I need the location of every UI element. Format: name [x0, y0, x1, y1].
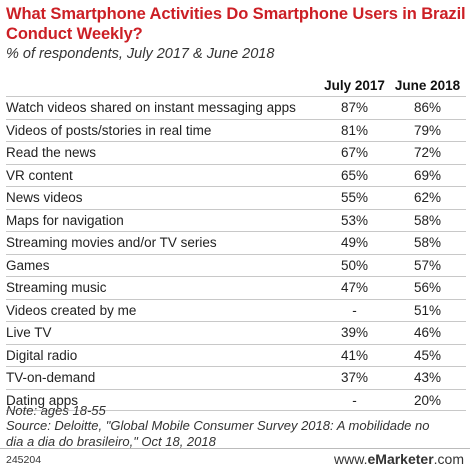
row-label: Streaming music [6, 280, 107, 295]
table-row: TV-on-demand 37% 43% [6, 366, 466, 389]
source-text: Source: Deloitte, "Global Mobile Consume… [6, 418, 430, 449]
table-row: Videos of posts/stories in real time 81% 7… [6, 118, 466, 142]
table-row: Digital radio 41% 45% [6, 343, 466, 367]
note-text: Note: ages 18-55 [6, 403, 106, 418]
table-row: Dating apps - 20% [6, 388, 466, 411]
row-label: Live TV [6, 325, 52, 340]
table-row: Streaming movies and/or TV series 49% 58% [6, 231, 466, 254]
table-row: Read the news 67% 72% [6, 141, 466, 164]
value-june-2018: 62% [413, 190, 442, 205]
footer-divider [0, 448, 470, 449]
value-june-2018: 58% [413, 235, 442, 250]
column-header-july-2017: July 2017 [324, 78, 385, 93]
value-july-2017: 55% [340, 190, 369, 205]
chart-subtitle: % of respondents, July 2017 & June 2018 [6, 46, 275, 62]
row-label: Maps for navigation [6, 212, 124, 228]
value-june-2018: 79% [413, 122, 442, 138]
row-label: Read the news [6, 145, 97, 160]
row-label: Games [6, 257, 50, 273]
value-june-2018: 86% [413, 100, 442, 115]
value-june-2018: 57% [413, 257, 442, 273]
row-label: VR content [6, 167, 73, 183]
value-june-2018: 45% [413, 347, 442, 363]
row-label: Streaming movies and/or TV series [6, 235, 217, 250]
table-row: Watch videos shared on instant messaging… [6, 96, 466, 119]
row-label: Digital radio [6, 347, 78, 363]
value-july-2017: - [352, 302, 357, 318]
row-label: Videos of posts/stories in real time [6, 122, 212, 138]
value-june-2018: 69% [413, 167, 442, 183]
value-july-2017: 65% [340, 167, 369, 183]
column-header-june-2018: June 2018 [394, 78, 461, 93]
table-row: Videos created by me - 51% [6, 298, 466, 322]
row-label: News videos [6, 190, 83, 205]
value-june-2018: 43% [413, 370, 442, 385]
value-july-2017: 37% [340, 370, 369, 385]
value-july-2017: - [352, 392, 357, 408]
table-row: VR content 65% 69% [6, 163, 466, 187]
table-row: Live TV 39% 46% [6, 321, 466, 344]
value-june-2018: 46% [413, 325, 442, 340]
value-july-2017: 67% [340, 145, 369, 160]
value-july-2017: 39% [340, 325, 369, 340]
row-label: TV-on-demand [6, 370, 96, 385]
value-july-2017: 81% [340, 122, 369, 138]
chart-title: What Smartphone Activities Do Smartphone… [6, 5, 466, 43]
chart-id: 245204 [6, 454, 42, 466]
row-label: Dating apps [6, 392, 79, 408]
data-table: Watch videos shared on instant messaging… [6, 96, 466, 411]
row-label: Videos created by me [6, 302, 137, 318]
value-july-2017: 49% [340, 235, 369, 250]
table-row: Streaming music 47% 56% [6, 276, 466, 299]
value-june-2018: 72% [413, 145, 442, 160]
value-july-2017: 50% [340, 257, 369, 273]
value-june-2018: 58% [413, 212, 442, 228]
table-row: News videos 55% 62% [6, 186, 466, 209]
table-row: Games 50% 57% [6, 253, 466, 277]
value-july-2017: 41% [340, 347, 369, 363]
emarketer-logo: www.eMarketer.com [334, 451, 464, 467]
value-july-2017: 47% [340, 280, 369, 295]
value-june-2018: 20% [413, 392, 442, 408]
value-june-2018: 51% [413, 302, 442, 318]
row-label: Watch videos shared on instant messaging… [6, 100, 296, 115]
value-july-2017: 87% [340, 100, 369, 115]
table-row: Maps for navigation 53% 58% [6, 208, 466, 232]
value-july-2017: 53% [340, 212, 369, 228]
value-june-2018: 56% [413, 280, 442, 295]
